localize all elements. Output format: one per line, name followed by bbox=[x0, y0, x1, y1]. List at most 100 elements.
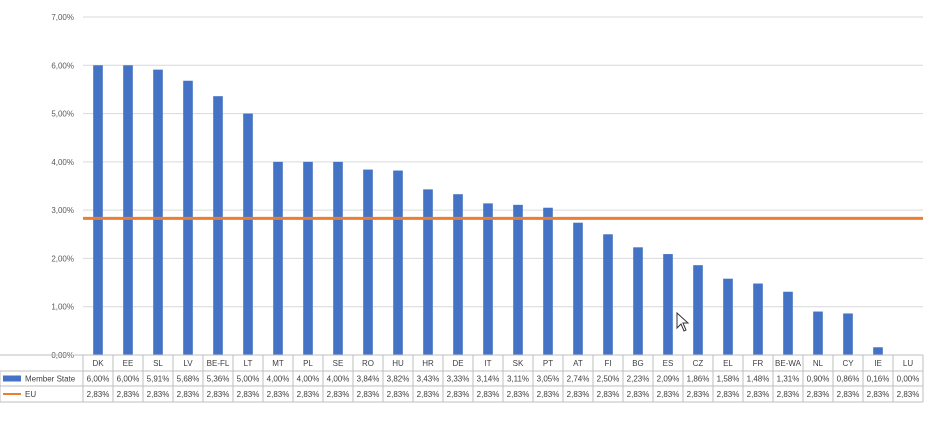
data-label: 6,00% bbox=[117, 375, 140, 384]
data-label: 2,83% bbox=[897, 390, 920, 399]
bar bbox=[753, 283, 763, 355]
bar bbox=[693, 265, 703, 355]
data-label: 2,83% bbox=[207, 390, 230, 399]
x-tick-label: AT bbox=[573, 359, 583, 368]
data-label: 2,83% bbox=[357, 390, 380, 399]
data-label: 5,91% bbox=[147, 375, 170, 384]
x-tick-label: LV bbox=[183, 359, 193, 368]
bar bbox=[303, 161, 313, 355]
x-tick-label: RO bbox=[362, 359, 374, 368]
x-tick-label: SE bbox=[333, 359, 344, 368]
x-tick-label: IT bbox=[484, 359, 491, 368]
y-tick-label: 1,00% bbox=[51, 303, 74, 312]
bar bbox=[513, 204, 523, 355]
x-tick-label: EL bbox=[723, 359, 733, 368]
legend-label: Member State bbox=[25, 375, 76, 384]
bar bbox=[213, 96, 223, 355]
data-label: 2,83% bbox=[867, 390, 890, 399]
data-label: 2,83% bbox=[837, 390, 860, 399]
data-label: 2,83% bbox=[417, 390, 440, 399]
data-label: 1,58% bbox=[717, 375, 740, 384]
data-label: 2,83% bbox=[447, 390, 470, 399]
data-label: 2,83% bbox=[717, 390, 740, 399]
data-label: 2,83% bbox=[807, 390, 830, 399]
bar bbox=[723, 278, 733, 355]
bar bbox=[663, 254, 673, 355]
data-label: 3,33% bbox=[447, 375, 470, 384]
bar bbox=[483, 203, 493, 355]
legend-label: EU bbox=[25, 390, 36, 399]
x-tick-label: HR bbox=[422, 359, 434, 368]
x-tick-label: BE-WA bbox=[775, 359, 802, 368]
data-label: 5,36% bbox=[207, 375, 230, 384]
data-label: 2,83% bbox=[477, 390, 500, 399]
y-tick-label: 4,00% bbox=[51, 158, 74, 167]
data-label: 3,14% bbox=[477, 375, 500, 384]
bar bbox=[873, 347, 883, 355]
bar bbox=[123, 65, 133, 356]
bar bbox=[603, 234, 613, 355]
data-label: 2,83% bbox=[147, 390, 170, 399]
data-label: 2,74% bbox=[567, 375, 590, 384]
data-label: 2,83% bbox=[777, 390, 800, 399]
data-label: 2,83% bbox=[567, 390, 590, 399]
data-label: 4,00% bbox=[297, 375, 320, 384]
data-label: 1,86% bbox=[687, 375, 710, 384]
x-tick-label: ES bbox=[663, 359, 674, 368]
bar bbox=[813, 311, 823, 355]
bar bbox=[243, 113, 253, 355]
bar bbox=[273, 161, 283, 355]
data-label: 0,86% bbox=[837, 375, 860, 384]
y-tick-label: 5,00% bbox=[51, 110, 74, 119]
data-label: 3,05% bbox=[537, 375, 560, 384]
bar bbox=[333, 161, 343, 355]
data-label: 3,43% bbox=[417, 375, 440, 384]
x-tick-label: MT bbox=[272, 359, 284, 368]
x-tick-label: FI bbox=[604, 359, 611, 368]
data-label: 3,82% bbox=[387, 375, 410, 384]
data-label: 2,83% bbox=[87, 390, 110, 399]
data-label: 2,23% bbox=[627, 375, 650, 384]
legend-key-member-state bbox=[3, 375, 21, 382]
x-tick-label: BG bbox=[632, 359, 644, 368]
data-label: 3,84% bbox=[357, 375, 380, 384]
data-label: 2,83% bbox=[627, 390, 650, 399]
data-label: 0,16% bbox=[867, 375, 890, 384]
data-label: 2,83% bbox=[507, 390, 530, 399]
y-tick-label: 7,00% bbox=[51, 13, 74, 22]
data-label: 2,83% bbox=[657, 390, 680, 399]
x-tick-label: FR bbox=[753, 359, 764, 368]
data-label: 2,83% bbox=[297, 390, 320, 399]
data-label: 6,00% bbox=[87, 375, 110, 384]
x-tick-label: PL bbox=[303, 359, 313, 368]
data-label: 2,50% bbox=[597, 375, 620, 384]
bar bbox=[633, 247, 643, 355]
data-label: 2,83% bbox=[327, 390, 350, 399]
bar bbox=[573, 222, 583, 355]
y-tick-label: 3,00% bbox=[51, 206, 74, 215]
data-label: 5,00% bbox=[237, 375, 260, 384]
x-tick-label: CY bbox=[842, 359, 854, 368]
x-tick-label: NL bbox=[813, 359, 824, 368]
data-label: 2,83% bbox=[237, 390, 260, 399]
data-label: 2,09% bbox=[657, 375, 680, 384]
data-label: 1,48% bbox=[747, 375, 770, 384]
data-label: 2,83% bbox=[537, 390, 560, 399]
bar bbox=[423, 189, 433, 355]
x-tick-label: HU bbox=[392, 359, 404, 368]
bar bbox=[453, 194, 463, 355]
mouse-cursor-icon bbox=[676, 312, 690, 332]
x-tick-label: BE-FL bbox=[207, 359, 230, 368]
data-label: 0,00% bbox=[897, 375, 920, 384]
bar bbox=[393, 170, 403, 355]
data-label: 2,83% bbox=[597, 390, 620, 399]
bar bbox=[153, 69, 163, 355]
data-label: 0,90% bbox=[807, 375, 830, 384]
data-label: 4,00% bbox=[327, 375, 350, 384]
bar bbox=[543, 207, 553, 355]
data-label: 3,11% bbox=[507, 375, 529, 384]
data-label: 2,83% bbox=[117, 390, 140, 399]
y-tick-label: 6,00% bbox=[51, 61, 74, 70]
x-tick-label: CZ bbox=[693, 359, 704, 368]
